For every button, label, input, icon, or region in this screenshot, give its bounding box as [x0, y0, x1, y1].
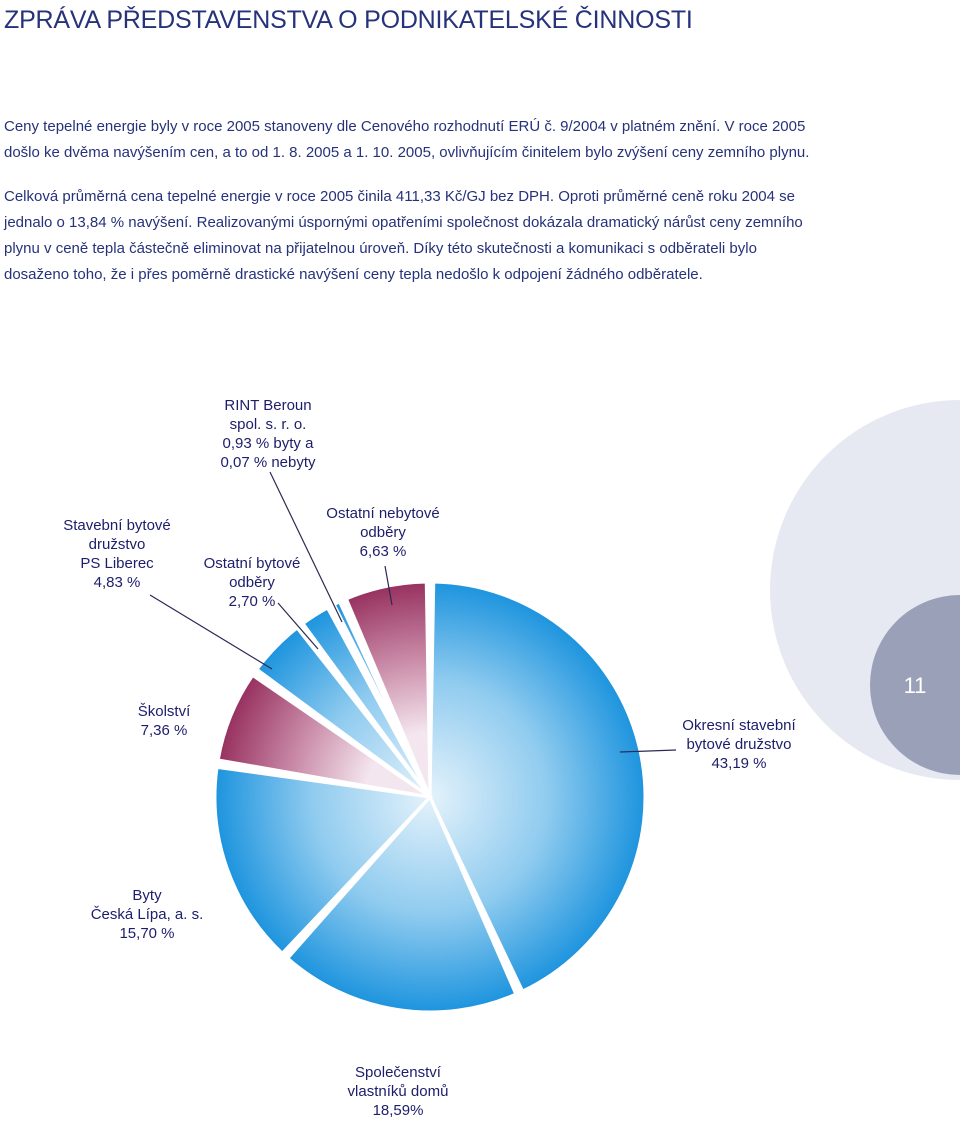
- slice-label-line: odběry: [229, 574, 275, 591]
- pie-slice: [216, 673, 431, 799]
- slice-label-line: Byty: [132, 887, 162, 904]
- slice-label-line: 0,07 % nebyty: [220, 454, 316, 471]
- slice-label: Ostatní nebytové odběry 6,63 %: [326, 505, 439, 560]
- slice-label-line: 4,83 %: [94, 574, 141, 591]
- pie-slice: [285, 794, 518, 1014]
- paragraph-average-price: Celková průměrná cena tepelné energie v …: [4, 188, 803, 283]
- pie-slice: [213, 765, 434, 956]
- slice-label: Ostatní bytové odběry 2,70 %: [204, 555, 301, 610]
- pie-chart: 11 Okresní stavební bytové družstvo 43,19 …: [63, 397, 960, 1119]
- slice-label-line: Ostatní bytové: [204, 555, 301, 572]
- paragraph-prices: Ceny tepelné energie byly v roce 2005 st…: [4, 118, 810, 161]
- slice-label: Společenství vlastníků domů 18,59%: [348, 1064, 449, 1119]
- slice-label: Školství 7,36 %: [138, 703, 191, 739]
- slice-label-line: Stavební bytové: [63, 517, 171, 534]
- page-title: ZPRÁVA PŘEDSTAVENSTVA O PODNIKATELSKÉ ČI…: [4, 6, 693, 34]
- pie-slice: [300, 605, 432, 798]
- slice-label: Byty Česká Lípa, a. s. 15,70 %: [91, 887, 204, 942]
- slice-label-line: Česká Lípa, a. s.: [91, 906, 204, 923]
- slice-label: Stavební bytové družstvo PS Liberec 4,83 %: [63, 517, 171, 591]
- background-circle-small: [870, 595, 960, 775]
- slice-label-line: Okresní stavební: [682, 717, 796, 734]
- slice-label-line: RINT Beroun: [224, 397, 311, 414]
- slice-label-line: Společenství: [355, 1064, 442, 1081]
- slice-label-line: 7,36 %: [141, 722, 188, 739]
- leader-line: [384, 565, 393, 606]
- slice-label-line: 0,93 % byty a: [223, 435, 315, 452]
- slice-label-line: 2,70 %: [229, 593, 276, 610]
- slice-label: Okresní stavební bytové družstvo 43,19 %: [682, 717, 796, 772]
- slice-label-line: Ostatní nebytové: [326, 505, 439, 522]
- leader-line: [269, 471, 343, 623]
- slice-label-line: spol. s. r. o.: [230, 416, 307, 433]
- slice-label: RINT Beroun spol. s. r. o. 0,93 % byty a 0,…: [220, 397, 316, 471]
- leader-line: [149, 594, 273, 670]
- slice-label-line: družstvo: [89, 536, 146, 553]
- pie-slices: [213, 580, 647, 1014]
- decorative-background: 11: [770, 400, 960, 780]
- slice-label-line: bytové družstvo: [686, 736, 791, 753]
- leader-line: [619, 749, 677, 753]
- page-number: 11: [904, 673, 927, 698]
- pie-slice: [344, 580, 432, 798]
- slice-label-line: vlastníků domů: [348, 1083, 449, 1100]
- slice-label-line: 6,63 %: [360, 543, 407, 560]
- pie-slice: [254, 625, 432, 799]
- slice-label-line: PS Liberec: [80, 555, 154, 572]
- slice-label-line: 15,70 %: [119, 925, 174, 942]
- slice-label-line: 18,59%: [373, 1102, 424, 1119]
- slice-label-line: Školství: [138, 703, 191, 720]
- slice-label-line: odběry: [360, 524, 406, 541]
- leader-line: [277, 602, 319, 650]
- slice-labels: Okresní stavební bytové družstvo 43,19 % Sp…: [63, 397, 796, 1119]
- slice-label-line: 43,19 %: [711, 755, 766, 772]
- label-leader-lines: [149, 471, 677, 753]
